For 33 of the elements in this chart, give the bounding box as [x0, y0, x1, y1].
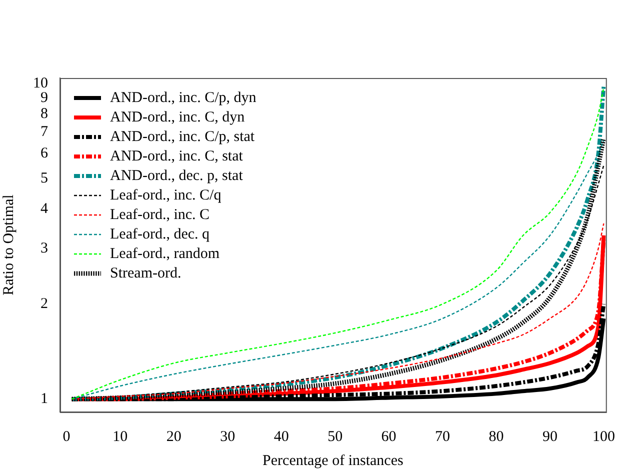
x-tick-label: 10: [112, 428, 128, 445]
x-tick-label: 100: [592, 428, 615, 445]
y-axis-title: Ratio to Optimal: [0, 194, 17, 296]
legend-label: AND-ord., inc. C, stat: [110, 148, 244, 164]
y-tick-label: 10: [33, 75, 48, 92]
legend-label: AND-ord., inc. C/p, dyn: [110, 90, 257, 106]
y-tick-label: 7: [40, 124, 48, 140]
legend-label: Leaf-ord., random: [110, 246, 220, 262]
legend-label: AND-ord., inc. C, dyn: [110, 109, 246, 126]
x-tick-label: 40: [274, 428, 289, 445]
y-tick-label: 5: [40, 170, 48, 186]
legend-label: Leaf-ord., dec. q: [110, 226, 210, 242]
legend-label: Leaf-ord., inc. C: [110, 206, 210, 223]
legend-label: Leaf-ord., inc. C/q: [110, 187, 222, 204]
y-tick-label: 4: [40, 200, 48, 217]
legend-label: AND-ord., inc. C/p, stat: [110, 128, 256, 145]
y-tick-label: 1: [40, 391, 48, 408]
x-tick-label: 20: [166, 428, 182, 445]
x-tick-label: 70: [435, 428, 450, 445]
x-tick-label: 30: [220, 428, 236, 445]
x-tick-label: 90: [542, 428, 558, 445]
x-tick-label: 0: [62, 428, 70, 445]
y-tick-label: 3: [40, 240, 48, 256]
x-axis-title: Percentage of instances: [262, 452, 404, 469]
y-tick-label: 2: [40, 296, 48, 312]
x-tick-label: 50: [328, 428, 343, 445]
legend-label: Stream-ord.: [110, 265, 182, 282]
y-tick-label: 8: [40, 106, 48, 122]
x-tick-label: 80: [488, 428, 504, 445]
x-tick-label: 60: [381, 428, 396, 445]
legend-label: AND-ord., dec. p, stat: [110, 168, 244, 184]
y-tick-label: 9: [40, 90, 48, 106]
y-tick-label: 6: [40, 145, 48, 162]
